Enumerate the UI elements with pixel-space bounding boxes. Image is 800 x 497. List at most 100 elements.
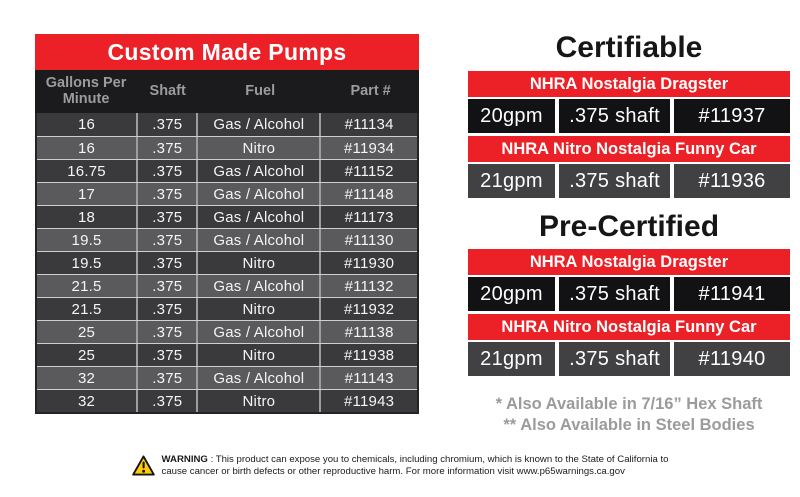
spec-gpm: 20gpm [468,277,555,311]
cell-part: #11138 [344,323,394,341]
table-row: 19.5 .375 Gas / Alcohol #11130 [37,228,417,251]
cell-shaft: .375 [138,137,199,159]
cell-fuel: Gas / Alcohol [198,160,322,182]
table-row: 21.5 .375 Nitro #11932 [37,297,417,320]
cell-fuel: Gas / Alcohol [198,206,322,228]
cell-gpm: 19.5 [37,229,139,251]
cell-fuel: Nitro [198,252,322,274]
spec-shaft: .375 shaft [558,342,671,376]
warning-triangle-icon [131,455,155,476]
spec-gpm: 21gpm [468,164,555,198]
cell-shaft: .375 [138,160,199,182]
table-row: 21.5 .375 Gas / Alcohol #11132 [37,274,417,297]
spec-part: #11937 [674,99,790,133]
warning-text-line1: WARNING : This product can expose you to… [161,454,669,465]
table-row: 16.75 .375 Gas / Alcohol #11152 [37,159,417,182]
cell-shaft: .375 [138,275,199,297]
table-row: 16 .375 Gas / Alcohol #11134 [37,113,417,136]
cell-gpm: 32 [37,367,139,389]
table-row: 17 .375 Gas / Alcohol #11148 [37,182,417,205]
spec-part: #11936 [674,164,790,198]
spec-row: 21gpm .375 shaft #11936 [468,164,790,198]
cell-part: #11932 [344,300,395,318]
cell-part: #11938 [344,346,395,364]
cell-shaft: .375 [138,367,199,389]
column-header-gpm: Gallons Per Minute [45,75,127,107]
cell-gpm: 16.75 [37,160,139,182]
column-header-part: Part # [350,82,391,99]
cell-fuel: Nitro [198,344,322,366]
warning-label: WARNING [161,454,208,465]
table-row: 19.5 .375 Nitro #11930 [37,251,417,274]
cell-gpm: 21.5 [37,275,139,297]
spec-row: 21gpm .375 shaft #11940 [468,342,790,376]
pumps-table-body: 16 .375 Gas / Alcohol #11134 16 .375 Nit… [35,113,419,414]
footnote-hex-shaft: * Also Available in 7/16” Hex Shaft [495,395,763,413]
warning-text: WARNING : This product can expose you to… [162,454,669,477]
pre-certified-title: Pre-Certified [538,210,720,243]
cell-fuel: Nitro [198,390,322,412]
cell-part: #11148 [344,185,394,203]
spec-gpm: 21gpm [468,342,555,376]
cell-fuel: Gas / Alcohol [198,183,322,205]
cell-shaft: .375 [138,229,199,251]
spec-part: #11941 [674,277,790,311]
class-banner: NHRA Nostalgia Dragster [468,249,790,275]
spec-shaft: .375 shaft [558,164,671,198]
column-header-fuel: Fuel [245,82,276,99]
certification-panel: Certifiable NHRA Nostalgia Dragster 20gp… [468,28,790,436]
cell-shaft: .375 [138,113,199,136]
cell-shaft: .375 [138,321,199,343]
cell-gpm: 25 [37,321,139,343]
table-row: 32 .375 Nitro #11943 [37,389,417,412]
cell-part: #11134 [344,116,394,133]
cell-part: #11152 [344,162,394,180]
cell-gpm: 25 [37,344,139,366]
table-row: 25 .375 Nitro #11938 [37,343,417,366]
cell-shaft: .375 [138,183,199,205]
table-row: 32 .375 Gas / Alcohol #11143 [37,366,417,389]
cell-gpm: 16 [37,113,139,136]
cell-shaft: .375 [138,206,199,228]
certifiable-section: NHRA Nostalgia Dragster 20gpm .375 shaft… [468,71,790,198]
warning-text-line2: cause cancer or birth defects or other r… [161,465,625,477]
cell-gpm: 16 [37,137,139,159]
cell-fuel: Nitro [198,137,322,159]
cell-fuel: Nitro [198,298,322,320]
cell-part: #11132 [344,277,394,295]
pumps-table-title: Custom Made Pumps [35,34,419,70]
class-banner: NHRA Nitro Nostalgia Funny Car [468,136,790,162]
table-row: 16 .375 Nitro #11934 [37,136,417,159]
column-header-shaft: Shaft [149,82,186,99]
spec-row: 20gpm .375 shaft #11937 [468,99,790,133]
cell-part: #11173 [344,208,394,226]
cell-gpm: 32 [37,390,139,412]
cell-gpm: 17 [37,183,139,205]
table-row: 18 .375 Gas / Alcohol #11173 [37,205,417,228]
spec-gpm: 20gpm [468,99,555,133]
cell-gpm: 18 [37,206,139,228]
spec-row: 20gpm .375 shaft #11941 [468,277,790,311]
cell-fuel: Gas / Alcohol [198,367,322,389]
spec-shaft: .375 shaft [558,277,671,311]
spec-shaft: .375 shaft [558,99,671,133]
cell-part: #11130 [344,231,394,249]
cell-gpm: 19.5 [37,252,139,274]
table-row: 25 .375 Gas / Alcohol #11138 [37,320,417,343]
cell-part: #11943 [344,392,395,410]
footnotes: * Also Available in 7/16” Hex Shaft ** A… [468,394,790,436]
cell-part: #11930 [344,254,395,272]
pre-certified-section: NHRA Nostalgia Dragster 20gpm .375 shaft… [468,249,790,376]
cell-fuel: Gas / Alcohol [198,321,322,343]
cell-shaft: .375 [138,344,199,366]
prop65-warning: WARNING : This product can expose you to… [0,454,800,477]
cell-part: #11934 [344,139,395,157]
cell-shaft: .375 [138,298,199,320]
spec-part: #11940 [674,342,790,376]
cell-part: #11143 [344,369,394,387]
cell-shaft: .375 [138,390,199,412]
cell-shaft: .375 [138,252,199,274]
certifiable-title: Certifiable [555,31,703,64]
class-banner: NHRA Nostalgia Dragster [468,71,790,97]
